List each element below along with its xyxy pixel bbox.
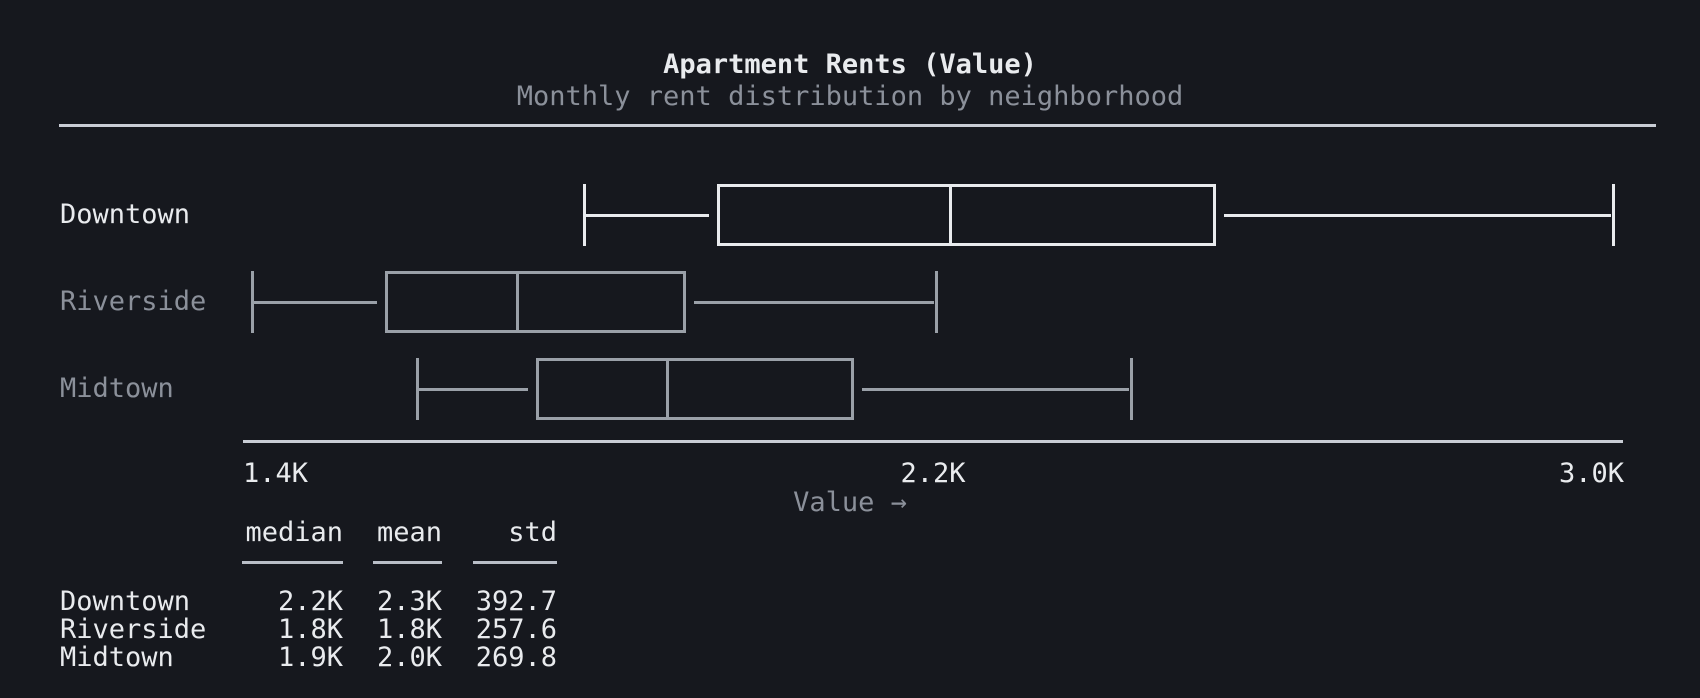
whisker-line-high-riverside bbox=[693, 301, 934, 304]
stats-header-median: median bbox=[245, 517, 343, 548]
stats-cell-midtown-mean: 2.0K bbox=[376, 642, 442, 673]
x-axis-line bbox=[243, 440, 1623, 443]
stats-header-underline-median bbox=[242, 561, 343, 564]
box-iqr-riverside bbox=[385, 271, 686, 333]
whisker-line-high-midtown bbox=[862, 388, 1130, 391]
stats-row-label-riverside: Riverside bbox=[60, 614, 207, 645]
x-tick-label-max: 3.0K bbox=[1558, 458, 1624, 489]
stats-header-mean: mean bbox=[376, 517, 442, 548]
chart-title: Apartment Rents (Value) bbox=[663, 49, 1037, 80]
box-iqr-midtown bbox=[536, 358, 855, 420]
median-line-riverside bbox=[516, 271, 520, 333]
stats-cell-downtown-median: 2.2K bbox=[277, 586, 343, 617]
y-axis-label-midtown: Midtown bbox=[60, 373, 174, 404]
stats-cell-riverside-median: 1.8K bbox=[277, 614, 343, 645]
whisker-line-low-downtown bbox=[585, 214, 710, 217]
header-divider-line bbox=[59, 124, 1656, 127]
chart-subtitle: Monthly rent distribution by neighborhoo… bbox=[516, 81, 1184, 112]
stats-cell-midtown-std: 269.8 bbox=[475, 642, 557, 673]
stats-cell-riverside-std: 257.6 bbox=[475, 614, 557, 645]
stats-cell-midtown-median: 1.9K bbox=[277, 642, 343, 673]
y-axis-label-riverside: Riverside bbox=[60, 286, 207, 317]
stats-cell-downtown-std: 392.7 bbox=[475, 586, 557, 617]
whisker-line-low-riverside bbox=[253, 301, 378, 304]
whisker-cap-high-midtown bbox=[1130, 358, 1134, 420]
x-tick-label-min: 1.4K bbox=[243, 458, 309, 489]
stats-row-label-midtown: Midtown bbox=[60, 642, 174, 673]
stats-cell-riverside-mean: 1.8K bbox=[376, 614, 442, 645]
whisker-line-low-midtown bbox=[419, 388, 529, 391]
stats-row-label-downtown: Downtown bbox=[60, 586, 191, 617]
median-line-downtown bbox=[949, 184, 953, 246]
stats-cell-downtown-mean: 2.3K bbox=[376, 586, 442, 617]
y-axis-label-downtown: Downtown bbox=[60, 199, 191, 230]
stats-header-underline-std bbox=[473, 561, 557, 564]
stats-header-std: std bbox=[508, 517, 557, 548]
median-line-midtown bbox=[666, 358, 670, 420]
stats-header-underline-mean bbox=[373, 561, 442, 564]
whisker-cap-low-midtown bbox=[416, 358, 420, 420]
whisker-line-high-downtown bbox=[1224, 214, 1611, 217]
whisker-cap-low-riverside bbox=[250, 271, 254, 333]
whisker-cap-high-downtown bbox=[1611, 184, 1615, 246]
x-tick-label-mid: 2.2K bbox=[900, 458, 966, 489]
box-iqr-downtown bbox=[717, 184, 1217, 246]
whisker-cap-low-downtown bbox=[582, 184, 586, 246]
whisker-cap-high-riverside bbox=[934, 271, 938, 333]
x-axis-title: Value → bbox=[793, 487, 907, 518]
